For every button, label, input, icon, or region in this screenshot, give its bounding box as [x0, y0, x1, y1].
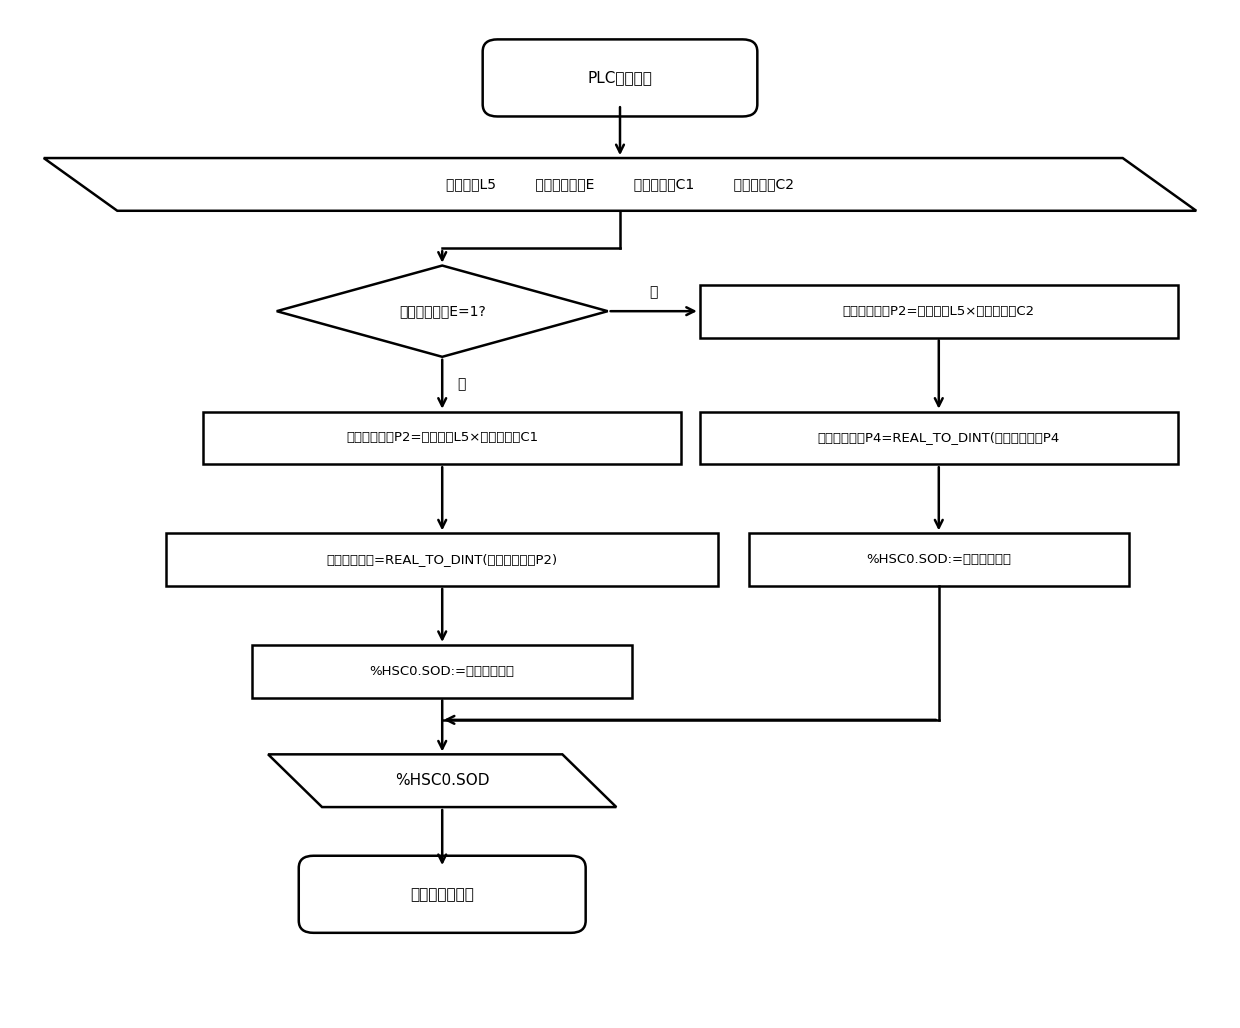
- Text: 高速长度双整=REAL_TO_DINT(高速长度脉冲P2): 高速长度双整=REAL_TO_DINT(高速长度脉冲P2): [326, 553, 558, 566]
- FancyBboxPatch shape: [299, 855, 585, 932]
- Text: %HSC0.SOD:=高速长度双整: %HSC0.SOD:=高速长度双整: [867, 553, 1012, 566]
- Text: %HSC0.SOD: %HSC0.SOD: [396, 773, 490, 788]
- Bar: [166, 534, 718, 586]
- Bar: [699, 285, 1178, 337]
- Text: 高速长度脉冲P2=高速长度L5×轮径新系数C2: 高速长度脉冲P2=高速长度L5×轮径新系数C2: [843, 304, 1035, 318]
- Bar: [203, 411, 681, 465]
- Text: 高速长度L5         定长度误差率E         轮径原系数C1         轮径新系数C2: 高速长度L5 定长度误差率E 轮径原系数C1 轮径新系数C2: [446, 178, 794, 191]
- Polygon shape: [43, 158, 1197, 211]
- Text: 是: 是: [456, 377, 465, 392]
- Text: 高速长度脉冲P2=高速长度L5×轮径原系数C1: 高速长度脉冲P2=高速长度L5×轮径原系数C1: [346, 432, 538, 444]
- Polygon shape: [268, 755, 616, 807]
- Bar: [699, 411, 1178, 465]
- Bar: [749, 534, 1128, 586]
- Text: PLC中间参数: PLC中间参数: [588, 71, 652, 85]
- FancyBboxPatch shape: [482, 39, 758, 116]
- Text: 定长度误差率E=1?: 定长度误差率E=1?: [399, 304, 486, 319]
- Text: %HSC0.SOD:=高速长度双整: %HSC0.SOD:=高速长度双整: [370, 665, 515, 677]
- Text: 高速计数值输出: 高速计数值输出: [410, 887, 474, 902]
- Bar: [252, 645, 632, 698]
- Polygon shape: [277, 265, 608, 357]
- Text: 否: 否: [650, 285, 658, 299]
- Text: 高速长度双整P4=REAL_TO_DINT(高速长度脉冲P4: 高速长度双整P4=REAL_TO_DINT(高速长度脉冲P4: [817, 432, 1060, 444]
